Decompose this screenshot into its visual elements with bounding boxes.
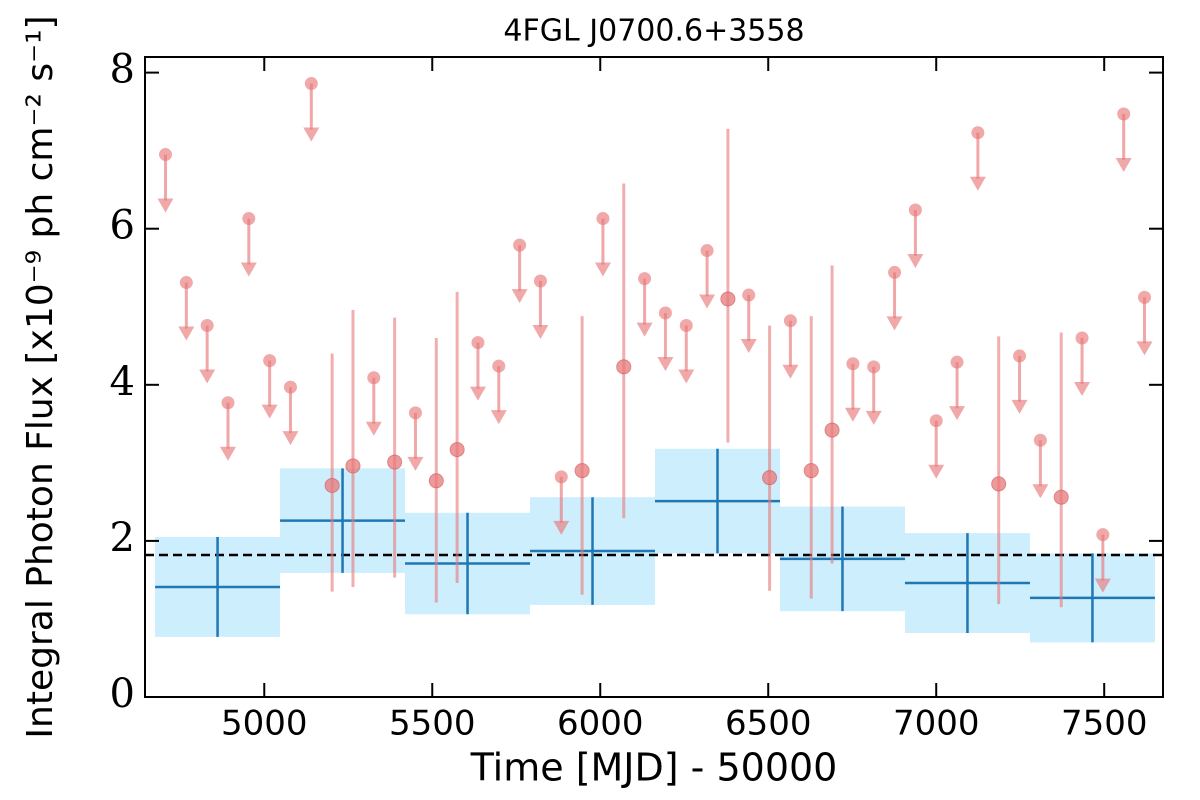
upper-limit-point — [596, 212, 610, 226]
upper-limit-point — [1096, 528, 1110, 542]
upper-limit-head — [865, 410, 882, 425]
upper-limit-point — [367, 371, 381, 385]
upper-limit-head — [740, 339, 757, 354]
x-tick-label: 7000 — [893, 704, 980, 744]
upper-limit-head — [407, 456, 424, 471]
upper-limit-head — [636, 322, 653, 337]
detection-point — [1053, 489, 1069, 505]
detection-point — [428, 473, 444, 489]
upper-limit-point — [158, 148, 172, 162]
upper-limit-head — [157, 198, 174, 213]
upper-limit-head — [782, 364, 799, 379]
upper-limit-point — [742, 288, 756, 302]
y-axis-label: Integral Photon Flux [x10⁻⁹ ph cm⁻² s⁻¹] — [20, 15, 61, 738]
upper-limit-head — [594, 262, 611, 277]
upper-limit-head — [886, 316, 903, 331]
y-tick-label: 2 — [110, 515, 135, 561]
upper-limit-point — [846, 357, 860, 371]
upper-limit-head — [219, 446, 236, 461]
detection-point — [574, 463, 590, 479]
upper-limit-point — [554, 470, 568, 484]
y-tick-label: 8 — [110, 47, 135, 93]
upper-limit-head — [240, 262, 257, 277]
upper-limit-head — [1094, 578, 1111, 593]
upper-limit-head — [261, 404, 278, 419]
upper-limit-point — [492, 359, 506, 373]
upper-limit-head — [678, 369, 695, 384]
x-axis-label: Time [MJD] - 50000 — [470, 746, 838, 790]
upper-limit-head — [365, 421, 382, 436]
y-tick-label: 0 — [110, 671, 135, 717]
detection-point — [762, 470, 778, 486]
upper-limit-point — [950, 355, 964, 369]
upper-limit-point — [283, 380, 297, 394]
upper-limit-head — [553, 520, 570, 535]
upper-limit-head — [969, 176, 986, 191]
detection-point — [720, 291, 736, 307]
upper-limit-point — [929, 414, 943, 428]
upper-limit-point — [513, 238, 527, 252]
upper-limit-point — [408, 406, 422, 420]
upper-limit-head — [532, 325, 549, 339]
upper-limit-head — [490, 410, 507, 425]
upper-limit-point — [658, 306, 672, 320]
chart-title: 4FGL J0700.6+3558 — [503, 14, 804, 49]
upper-limit-point — [867, 360, 881, 374]
upper-limit-point — [638, 272, 652, 286]
upper-limit-point — [221, 396, 235, 410]
upper-limit-head — [699, 294, 716, 309]
detection-point — [345, 458, 361, 474]
upper-limit-head — [282, 431, 299, 446]
upper-limit-head — [1011, 399, 1028, 414]
upper-limit-point — [533, 274, 547, 288]
upper-limit-head — [949, 406, 966, 421]
upper-limit-point — [471, 336, 485, 350]
detection-point — [803, 463, 819, 479]
upper-limit-point — [1033, 433, 1047, 447]
upper-limit-point — [700, 244, 714, 258]
upper-limit-head — [303, 127, 320, 142]
upper-limit-head — [1074, 381, 1091, 396]
upper-limit-point — [1013, 349, 1027, 363]
detection-point — [616, 359, 632, 375]
upper-limit-head — [1115, 157, 1132, 172]
upper-limit-point — [242, 212, 256, 226]
plot-frame — [144, 56, 1164, 698]
upper-limit-head — [178, 326, 195, 341]
detection-point — [387, 454, 403, 470]
upper-limit-point — [1117, 107, 1131, 121]
upper-limit-head — [928, 464, 945, 479]
detection-point — [324, 477, 340, 493]
detection-point — [991, 476, 1007, 492]
upper-limit-point — [200, 318, 214, 332]
upper-limit-point — [179, 276, 193, 290]
upper-limit-head — [1032, 484, 1049, 499]
upper-limit-head — [844, 407, 861, 422]
x-tick-label: 6000 — [557, 704, 644, 744]
upper-limit-head — [907, 253, 924, 268]
upper-limit-head — [657, 357, 674, 371]
upper-limit-point — [888, 265, 902, 279]
upper-limit-point — [971, 126, 985, 140]
upper-limit-head — [199, 369, 216, 384]
upper-limit-head — [1136, 341, 1153, 356]
upper-limit-point — [908, 203, 922, 217]
upper-limit-point — [304, 77, 318, 91]
upper-limit-head — [469, 386, 486, 401]
detection-point — [449, 442, 465, 458]
y-tick-label: 6 — [110, 203, 135, 249]
upper-limit-point — [1138, 290, 1152, 304]
upper-limit-point — [263, 354, 277, 368]
upper-limit-point — [1075, 331, 1089, 345]
x-tick-label: 7500 — [1061, 704, 1148, 744]
y-tick-label: 4 — [110, 359, 135, 405]
upper-limit-point — [679, 318, 693, 332]
detection-point — [824, 422, 840, 438]
x-tick-label: 5000 — [221, 704, 308, 744]
upper-limit-head — [511, 289, 528, 304]
x-tick-label: 5500 — [389, 704, 476, 744]
upper-limit-point — [783, 314, 797, 328]
x-tick-label: 6500 — [725, 704, 812, 744]
